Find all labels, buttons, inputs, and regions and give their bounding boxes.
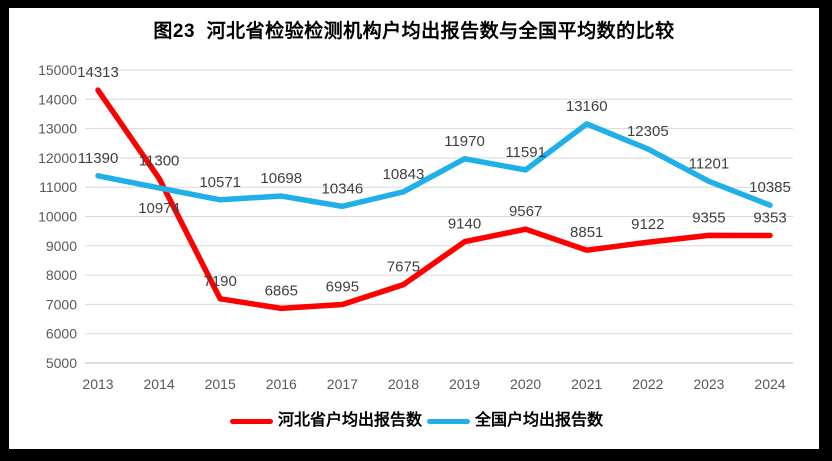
x-axis-tick-label: 2018 xyxy=(388,376,419,392)
data-label: 6865 xyxy=(265,282,298,299)
data-label: 12305 xyxy=(627,123,669,140)
data-label: 11970 xyxy=(444,133,485,150)
data-label: 14313 xyxy=(77,64,119,81)
y-axis-tick-label: 12000 xyxy=(38,150,77,166)
x-axis-tick-label: 2020 xyxy=(510,376,541,392)
data-label: 9567 xyxy=(509,203,542,220)
legend-label-hebei: 河北省户均出报告数 xyxy=(277,412,422,429)
chart-title: 图23 河北省检验检测机构户均出报告数与全国平均数的比较 xyxy=(153,21,675,42)
y-axis-tick-label: 11000 xyxy=(39,179,77,195)
data-label: 9122 xyxy=(631,216,664,233)
chart-canvas: 图23 河北省检验检测机构户均出报告数与全国平均数的比较 5000 6000 700… xyxy=(9,8,819,449)
x-axis-tick-label: 2019 xyxy=(449,376,480,392)
y-axis-tick-label: 9000 xyxy=(46,238,77,254)
x-axis-tick-label: 2022 xyxy=(632,376,663,392)
x-axis-tick-label: 2021 xyxy=(571,376,602,392)
y-axis-tick-label: 7000 xyxy=(46,296,77,312)
data-label: 6995 xyxy=(326,279,359,296)
y-axis-tick-label: 5000 xyxy=(46,355,77,371)
data-label: 10843 xyxy=(383,166,425,183)
legend-line-swatch-red xyxy=(229,418,273,424)
legend-item-national: 全国户均出报告数 xyxy=(422,410,603,432)
data-label: 10974 xyxy=(138,200,180,217)
data-label: 10571 xyxy=(199,174,241,191)
x-axis-tick-label: 2016 xyxy=(266,376,297,392)
data-label: 11591 xyxy=(505,144,546,161)
y-axis-tick-label: 10000 xyxy=(38,209,77,225)
data-label: 11300 xyxy=(139,152,180,169)
legend-item-hebei: 河北省户均出报告数 xyxy=(225,410,422,432)
legend-label-national: 全国户均出报告数 xyxy=(475,412,604,429)
data-label: 9353 xyxy=(753,209,786,226)
y-axis-tick-label: 13000 xyxy=(38,121,77,137)
data-label: 11390 xyxy=(78,150,119,167)
comparison-line-chart: 5000 6000 7000 8000 9000 10000 11000 12000 13000… xyxy=(38,62,793,392)
series-line xyxy=(95,121,773,210)
data-label: 13160 xyxy=(566,98,608,115)
data-label: 9140 xyxy=(448,216,481,233)
x-axis-tick-label: 2024 xyxy=(754,376,785,392)
y-axis-tick-label: 14000 xyxy=(38,91,77,107)
legend: 河北省户均出报告数 全国户均出报告数 xyxy=(9,410,819,432)
data-label: 10346 xyxy=(322,180,364,197)
data-label: 9355 xyxy=(692,209,725,226)
data-label: 8851 xyxy=(570,224,603,241)
y-axis-tick-label: 6000 xyxy=(46,326,77,342)
x-axis-tick-label: 2023 xyxy=(693,376,724,392)
data-label: 11201 xyxy=(689,155,730,172)
data-label: 10385 xyxy=(749,179,791,196)
series-line xyxy=(95,87,773,312)
x-axis-tick-label: 2014 xyxy=(144,376,175,392)
data-label: 7675 xyxy=(387,259,420,276)
x-axis-tick-label: 2017 xyxy=(327,376,358,392)
data-label: 7190 xyxy=(203,273,236,290)
y-axis-tick-label: 15000 xyxy=(38,62,77,78)
y-axis-tick-label: 8000 xyxy=(46,267,77,283)
x-axis-tick-label: 2015 xyxy=(205,376,236,392)
x-axis-tick-label: 2013 xyxy=(82,376,113,392)
legend-line-swatch-blue xyxy=(427,418,470,424)
data-label: 10698 xyxy=(260,170,302,187)
